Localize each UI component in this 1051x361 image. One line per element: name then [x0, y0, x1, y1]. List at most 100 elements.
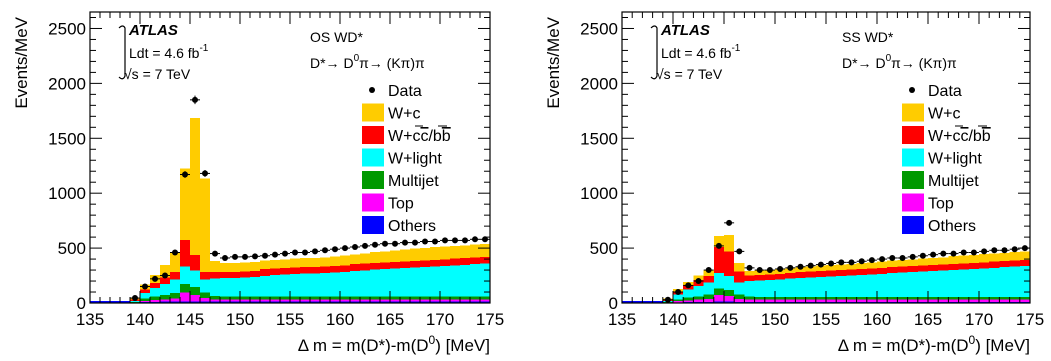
- bar-w-light: [764, 279, 775, 297]
- atlas-label: ATLAS: [660, 22, 710, 39]
- bar-top: [693, 299, 704, 302]
- bar-w-cc-bb: [968, 262, 979, 269]
- bar-others: [979, 301, 990, 303]
- data-point: [756, 267, 763, 274]
- bar-top: [989, 299, 1000, 302]
- data-point: [412, 239, 418, 246]
- bar-top: [460, 299, 470, 302]
- x-tick-label: 160: [326, 310, 354, 329]
- bar-w-c: [713, 235, 724, 247]
- bar-w-c: [230, 263, 240, 272]
- data-point: [342, 245, 348, 252]
- bar-others: [360, 301, 370, 303]
- bar-w-cc-bb: [764, 274, 775, 280]
- bar-multijet: [190, 287, 200, 295]
- bar-w-cc-bb: [400, 261, 410, 269]
- bar-top: [948, 299, 959, 302]
- legend-label: Top: [388, 196, 414, 213]
- bar-w-c: [887, 260, 898, 268]
- bar-top: [979, 299, 990, 302]
- channel-label: OS WD*: [310, 29, 363, 45]
- bar-others: [897, 301, 908, 303]
- data-point: [422, 238, 428, 245]
- bar-multijet: [360, 296, 370, 300]
- x-tick-label: 150: [761, 310, 789, 329]
- data-point: [675, 289, 682, 296]
- bar-others: [190, 301, 200, 303]
- data-points: [662, 219, 1030, 303]
- bar-w-cc-bb: [190, 255, 200, 271]
- legend-label: Multijet: [388, 173, 439, 190]
- bar-w-light: [938, 270, 949, 297]
- x-tick-label: 145: [710, 310, 738, 329]
- bar-others: [320, 301, 330, 303]
- bar-w-light: [450, 265, 460, 297]
- bar-others: [340, 301, 350, 303]
- bar-multijet: [989, 296, 1000, 300]
- bar-top: [410, 299, 420, 302]
- decay-label: D*→ D0π→ (Kπ)π: [842, 53, 957, 71]
- bar-others: [430, 301, 440, 303]
- bar-others: [968, 301, 979, 303]
- bar-top: [240, 299, 250, 302]
- data-point: [212, 250, 218, 257]
- bar-w-light: [968, 268, 979, 297]
- bar-multijet: [470, 296, 480, 300]
- data-point: [432, 238, 438, 245]
- bar-w-cc-bb: [360, 263, 370, 271]
- bar-w-c: [968, 255, 979, 263]
- bar-top: [360, 299, 370, 302]
- bar-top: [826, 299, 837, 302]
- bar-others: [170, 301, 180, 303]
- bar-others: [877, 301, 888, 303]
- bar-top: [370, 299, 380, 302]
- bar-others: [754, 301, 765, 303]
- bar-w-cc-bb: [928, 265, 939, 272]
- bar-w-light: [460, 264, 470, 297]
- bar-top: [210, 299, 220, 302]
- bar-others: [1019, 301, 1030, 303]
- bar-multijet: [724, 290, 735, 297]
- legend-swatch: [902, 148, 924, 167]
- x-tick-label: 175: [476, 310, 504, 329]
- bar-others: [280, 301, 290, 303]
- bar-multijet: [240, 296, 250, 300]
- bar-multijet: [180, 283, 190, 293]
- y-tick-label: 1000: [580, 184, 618, 203]
- bar-w-light: [775, 279, 786, 297]
- data-point: [828, 260, 835, 267]
- bar-others: [180, 301, 190, 303]
- bar-others: [928, 301, 939, 303]
- bar-w-cc-bb: [958, 263, 969, 270]
- bar-others: [713, 301, 724, 303]
- bar-others: [390, 301, 400, 303]
- bar-w-light: [734, 282, 745, 295]
- bar-w-cc-bb: [320, 266, 330, 274]
- bar-w-c: [410, 248, 420, 261]
- bar-w-c: [200, 178, 210, 272]
- bar-w-cc-bb: [744, 275, 755, 281]
- bar-w-cc-bb: [440, 259, 450, 266]
- bar-w-cc-bb: [260, 269, 270, 276]
- bar-w-c: [734, 262, 745, 272]
- bar-multijet: [907, 296, 918, 300]
- bar-w-cc-bb: [907, 266, 918, 273]
- bar-w-light: [200, 279, 210, 293]
- bar-multijet: [450, 296, 460, 300]
- bar-multijet: [897, 296, 908, 300]
- bar-w-light: [190, 270, 200, 288]
- data-point: [848, 259, 855, 266]
- legend-swatch: [362, 193, 384, 212]
- bar-w-light: [240, 277, 250, 297]
- x-tick-label: 150: [226, 310, 254, 329]
- data-point: [664, 296, 671, 303]
- x-tick-label: 135: [608, 310, 636, 329]
- bar-w-c: [724, 235, 735, 252]
- bar-w-light: [836, 275, 847, 297]
- legend-label: Top: [928, 196, 954, 213]
- bar-w-cc-bb: [795, 272, 806, 279]
- bar-w-light: [897, 272, 908, 297]
- data-point: [1011, 246, 1018, 253]
- bar-others: [440, 301, 450, 303]
- bar-w-cc-bb: [999, 261, 1010, 268]
